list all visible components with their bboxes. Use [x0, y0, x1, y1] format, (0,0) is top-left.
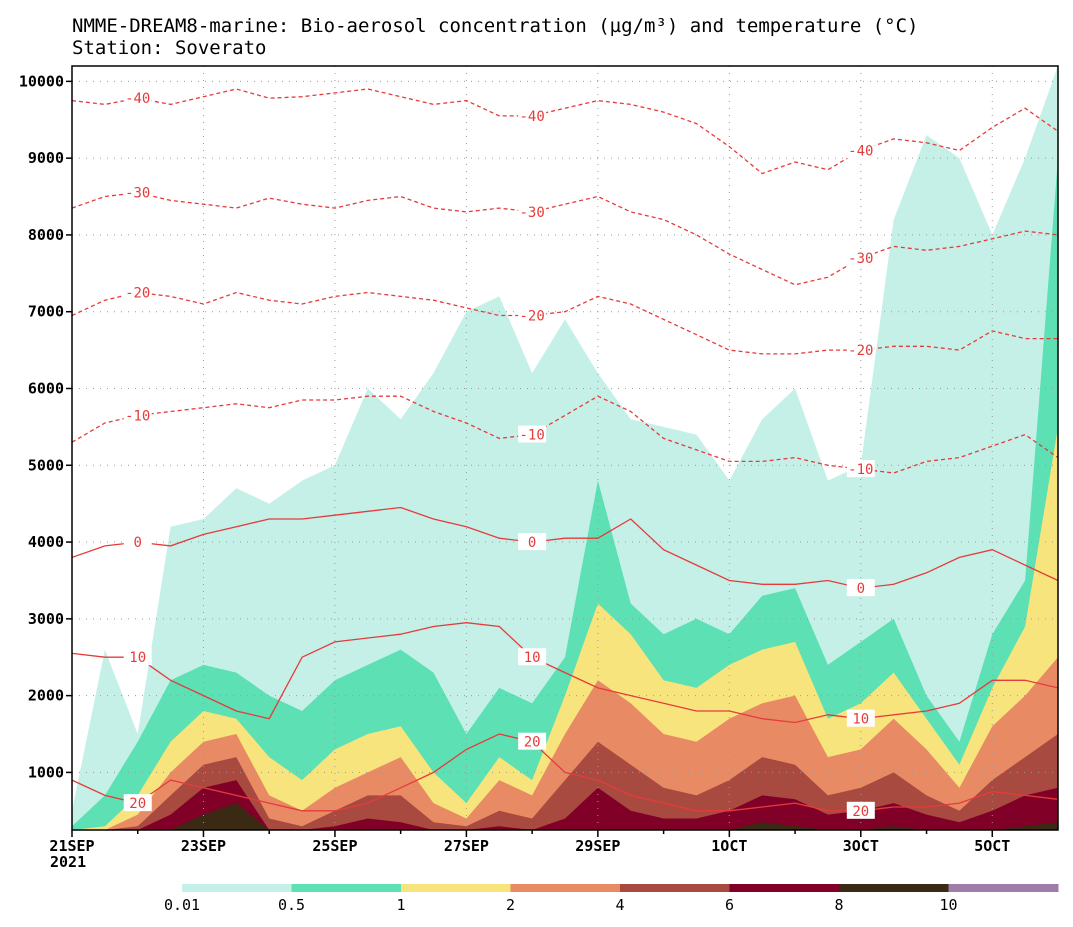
- isotherm-label: -10: [848, 462, 873, 478]
- isotherm-label-bg: [123, 406, 152, 424]
- x-tick-label: 29SEP: [575, 837, 620, 855]
- y-tick-label: 6000: [28, 379, 64, 397]
- isotherm-label-bg: [518, 425, 547, 443]
- isotherm-label-bg: [123, 794, 152, 812]
- isotherm-10: [72, 622, 1058, 724]
- isotherm-label: -40: [125, 91, 150, 107]
- x-tick-label: 3OCT: [843, 837, 879, 855]
- isotherm-label-bg: [123, 648, 152, 666]
- colorbar-label: 6: [725, 896, 734, 914]
- y-tick-label: 7000: [28, 303, 64, 321]
- isotherm-label-bg: [846, 579, 875, 597]
- isotherm-label-bg: [123, 283, 152, 301]
- colorbar-swatch: [948, 884, 1059, 892]
- isotherm--40: [72, 88, 1058, 175]
- colorbar-label: 4: [615, 896, 624, 914]
- x-year-label: 2021: [50, 853, 86, 871]
- x-tick-label: 25SEP: [312, 837, 357, 855]
- isotherm-20: [72, 733, 1058, 812]
- plot-area: -40 -40 -40 -30 -30 -30 -20 -20 -20 -10 -10 -10 0 0 0 1…: [71, 65, 1059, 831]
- y-tick-label: 5000: [28, 456, 64, 474]
- colorbar-swatch: [182, 884, 292, 892]
- isotherm-label: -30: [125, 186, 150, 202]
- x-tick-label: 23SEP: [181, 837, 226, 855]
- chart-title: NMME-DREAM8-marine: Bio-aerosol concentr…: [72, 15, 918, 37]
- colorbar-swatch: [620, 884, 730, 892]
- isotherm-label-bg: [846, 460, 875, 478]
- isotherm-label: -20: [848, 343, 873, 359]
- x-tick-label: 21SEP: [49, 837, 94, 855]
- temperature-isotherms: -40 -40 -40 -30 -30 -30 -20 -20 -20 -10 -10 -10 0 0 0 1…: [72, 88, 1058, 820]
- y-tick-label: 4000: [28, 533, 64, 551]
- colorbar-label: 0.5: [278, 896, 305, 914]
- isotherm-label: 20: [524, 735, 541, 751]
- isotherm-0: [72, 506, 1058, 589]
- concentration-band-6: [72, 780, 1058, 830]
- colorbar-label: 10: [939, 896, 957, 914]
- concentration-fills: [72, 66, 1058, 830]
- isotherm-label: -10: [519, 428, 544, 444]
- y-tick-label: 8000: [28, 226, 64, 244]
- concentration-band-4: [72, 734, 1058, 830]
- y-tick-label: 3000: [28, 610, 64, 628]
- colorbar-label: 1: [396, 896, 405, 914]
- isotherm-label: -40: [848, 143, 873, 159]
- y-tick-label: 1000: [28, 763, 64, 781]
- isotherm-label: 10: [129, 650, 146, 666]
- colorbar-swatch: [291, 884, 402, 892]
- colorbar-swatch: [839, 884, 949, 892]
- isotherm-label: 10: [852, 712, 869, 728]
- y-tick-label: 2000: [28, 687, 64, 705]
- x-tick-label: 1OCT: [711, 837, 747, 855]
- isotherm-label: 0: [528, 535, 536, 551]
- colorbar-swatch: [510, 884, 621, 892]
- isotherm-label: -30: [519, 205, 544, 221]
- isotherm-label-bg: [846, 801, 875, 819]
- isotherm-label: 20: [852, 804, 869, 820]
- isotherm-label: 0: [857, 581, 865, 597]
- isotherm-label: 0: [134, 535, 142, 551]
- y-tick-label: 9000: [28, 149, 64, 167]
- isotherm-label-bg: [846, 709, 875, 727]
- colorbar-label: 2: [506, 896, 515, 914]
- isotherm--10: [72, 395, 1058, 474]
- isotherm-label-bg: [846, 248, 875, 266]
- isotherm-label: -30: [848, 251, 873, 267]
- isotherm-label-bg: [518, 533, 547, 551]
- isotherm-label: -40: [519, 109, 544, 125]
- x-tick-label: 5OCT: [974, 837, 1010, 855]
- isotherm-label: 10: [524, 650, 541, 666]
- colorbar-swatch: [401, 884, 511, 892]
- isotherm-label-bg: [123, 183, 152, 201]
- y-tick-label: 10000: [19, 72, 64, 90]
- isotherm-label-bg: [123, 89, 152, 107]
- isotherm-label: -10: [125, 408, 150, 424]
- chart-subtitle: Station: Soverato: [72, 37, 266, 59]
- isotherm-label-bg: [518, 306, 547, 324]
- plot-frame: [71, 65, 1059, 831]
- concentration-band-0.5: [72, 158, 1058, 830]
- colorbar: 0.01 0.5 1 2 4 6 8 10: [164, 884, 1059, 914]
- colorbar-swatch: [729, 884, 840, 892]
- isotherm-label-bg: [846, 141, 875, 159]
- isotherm--20: [72, 291, 1058, 355]
- colorbar-label: 8: [834, 896, 843, 914]
- x-tick-label: 27SEP: [444, 837, 489, 855]
- isotherm-label-bg: [518, 732, 547, 750]
- isotherm-label-bg: [518, 648, 547, 666]
- isotherm-label: -20: [125, 286, 150, 302]
- isotherm-label-bg: [518, 202, 547, 220]
- isotherm-label: -20: [519, 309, 544, 325]
- isotherm-label-bg: [518, 106, 547, 124]
- isotherm-label: 20: [129, 796, 146, 812]
- y-axis: 1000 2000 3000 4000 5000 6000 7000 8000 9000 1000…: [19, 72, 72, 781]
- isotherm-label-bg: [846, 341, 875, 359]
- x-axis: 21SEP 23SEP 25SEP 27SEP 29SEP 1OCT 3OCT 5OCT: [49, 830, 1010, 855]
- isotherm-label-bg: [123, 533, 152, 551]
- colorbar-label: 0.01: [164, 896, 200, 914]
